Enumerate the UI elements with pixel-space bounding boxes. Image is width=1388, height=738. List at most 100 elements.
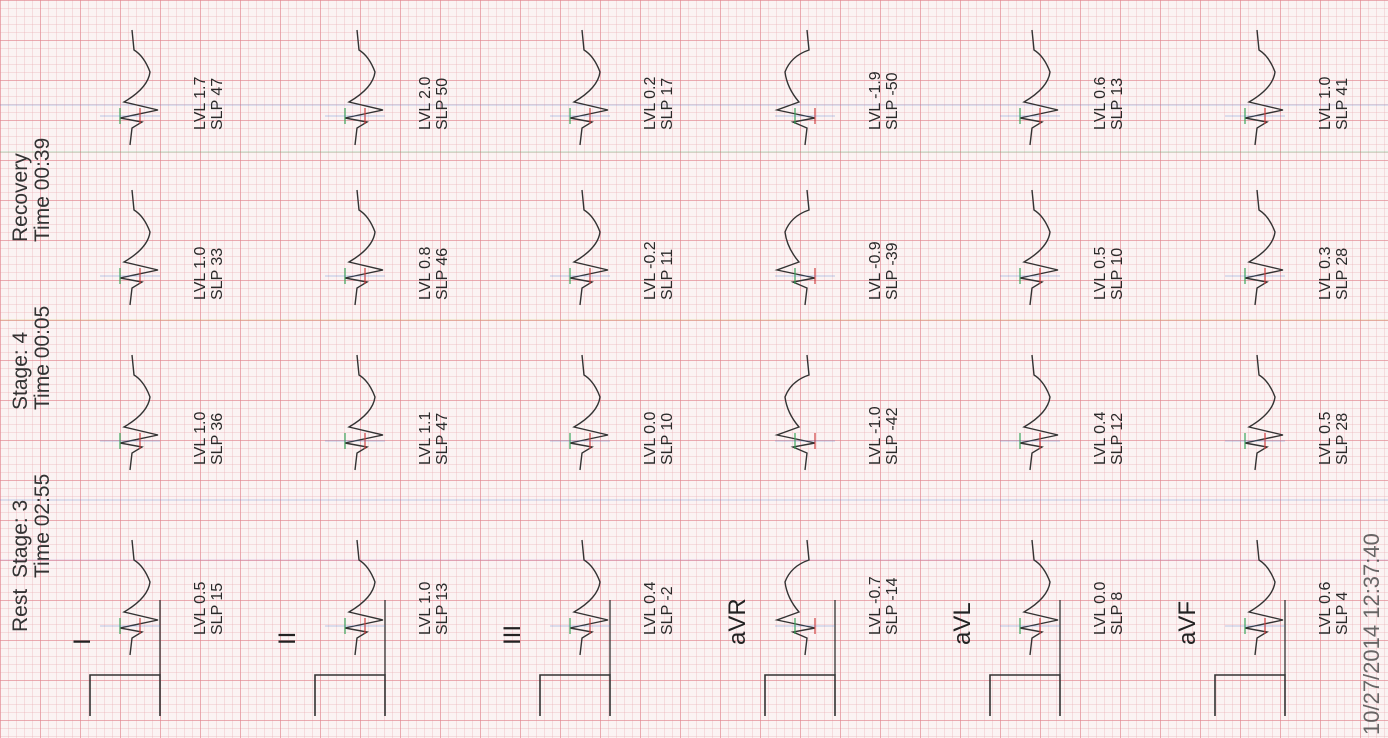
st-measurement-avf-0-line: SLP 4 [1333,591,1351,635]
st-measurement-ii-0: LVL 1.0 SLP 13 [417,581,452,635]
st-measurement-avr-1-line: SLP -42 [883,407,901,465]
st-measurement-iii-0-line: LVL 0.4 [642,581,659,635]
lead-label-ii: II [274,631,301,645]
ecg-beat-avl-1 [1019,354,1059,471]
st-measurement-i-0-line: LVL 0.5 [192,581,209,635]
st-measurement-ii-1-line: LVL 1.1 [417,411,434,465]
st-measurement-avr-2: LVL -0.9 SLP -39 [867,241,902,300]
st-measurement-avf-1-line: SLP 28 [1333,412,1351,465]
column-header-1-line: Stage: 3 [9,499,32,578]
column-header-1-line: Time 02:55 [31,473,55,578]
st-measurement-i-2: LVL 1.0 SLP 33 [192,246,227,300]
st-measurement-ii-3-line: SLP 50 [433,77,451,130]
st-measurement-i-2-line: LVL 1.0 [192,246,209,300]
st-measurement-iii-0-line: SLP -2 [658,586,676,635]
st-measurement-i-1: LVL 1.0 SLP 36 [192,411,227,465]
st-measurement-iii-1: LVL 0.0 SLP 10 [642,412,677,465]
st-measurement-iii-1-line: SLP 10 [658,412,676,465]
st-measurement-avl-2: LVL 0.5 SLP 10 [1092,246,1127,300]
st-measurement-avf-2: LVL 0.3 SLP 28 [1317,247,1352,300]
lead-label-iii: III [499,624,526,645]
column-header-0: Rest [9,588,32,632]
st-measurement-avf-3: LVL 1.0 SLP 41 [1317,76,1352,130]
st-measurement-avf-0: LVL 0.6 SLP 4 [1317,582,1352,635]
st-measurement-avr-3: LVL -1.9 SLP -50 [867,71,902,130]
ecg-beat-avr-0 [774,539,816,656]
column-header-2-line: Time 00:05 [31,305,55,410]
st-measurement-ii-1-line: SLP 47 [433,412,451,465]
st-measurement-i-0: LVL 0.5 SLP 15 [192,581,227,635]
st-measurement-ii-3: LVL 2.0 SLP 50 [417,76,452,130]
st-measurement-avl-0: LVL 0.0 SLP 8 [1092,581,1127,635]
st-measurement-avr-2-line: SLP -39 [883,242,901,300]
st-measurement-avf-2-line: SLP 28 [1333,247,1351,300]
ecg-beat-avl-3 [1019,29,1059,146]
st-measurement-i-3-line: LVL 1.7 [192,76,209,130]
st-measurement-ii-0-line: SLP 13 [433,582,451,635]
st-measurement-avl-0-line: LVL 0.0 [1092,581,1109,635]
ecg-beat-avr-3 [774,29,816,146]
st-measurement-ii-3-line: LVL 2.0 [417,76,434,130]
ecg-beat-ii-2 [344,189,384,306]
lead-label-iii-line: III [499,624,526,645]
st-measurement-avr-1: LVL -1.0 SLP -42 [867,406,902,465]
ecg-beat-iii-1 [569,354,609,471]
st-measurement-i-1-line: SLP 36 [208,412,226,465]
st-measurement-avl-3: LVL 0.6 SLP 13 [1092,76,1127,130]
st-measurement-ii-2-line: LVL 0.8 [417,246,434,300]
column-header-0-line: Rest [9,588,32,632]
st-measurement-iii-2-line: LVL -0.2 [642,241,659,300]
lead-label-ii-line: II [274,631,301,645]
st-measurement-avr-0-line: LVL -0.7 [867,576,884,635]
calibration-pulse [764,674,836,716]
ecg-beat-ii-1 [344,354,384,471]
st-measurement-avl-2-line: LVL 0.5 [1092,246,1109,300]
ecg-beat-iii-0 [569,539,609,656]
calibration-pulse [1214,674,1286,716]
calibration-pulse [539,674,611,716]
st-measurement-ii-0-line: LVL 1.0 [417,581,434,635]
ecg-beat-ii-3 [344,29,384,146]
st-measurement-i-1-line: LVL 1.0 [192,411,209,465]
ecg-beat-i-2 [119,189,159,306]
ecg-beat-iii-2 [569,189,609,306]
st-measurement-avf-3-line: LVL 1.0 [1317,76,1334,130]
calibration-pulse [89,674,161,716]
calibration-pulse [989,674,1061,716]
st-measurement-iii-3-line: SLP 17 [658,77,676,130]
st-measurement-avr-3-line: LVL -1.9 [867,71,884,130]
ecg-beat-avf-2 [1244,189,1284,306]
ecg-beat-avf-3 [1244,29,1284,146]
st-measurement-iii-0: LVL 0.4 SLP -2 [642,581,677,635]
calibration-pulse [314,674,386,716]
st-measurement-avf-1: LVL 0.5 SLP 28 [1317,412,1352,465]
ecg-beat-iii-3 [569,29,609,146]
st-measurement-avl-3-line: SLP 13 [1108,77,1126,130]
st-measurement-i-3-line: SLP 47 [208,77,226,130]
st-measurement-avf-3-line: SLP 41 [1333,77,1351,130]
ecg-beat-i-0 [119,539,159,656]
st-measurement-i-3: LVL 1.7 SLP 47 [192,76,227,130]
st-measurement-avr-0: LVL -0.7 SLP -14 [867,576,902,635]
column-header-2-line: Stage: 4 [9,331,32,410]
lead-label-avl: aVL [949,602,976,645]
lead-label-avf-line: aVF [1174,600,1201,645]
lead-label-avr-line: aVR [724,598,751,645]
column-header-3-line: Time 00:39 [31,137,55,242]
lead-label-i: I [69,638,96,645]
lead-label-i-line: I [69,638,96,645]
st-measurement-iii-2-line: SLP 11 [658,248,676,300]
ecg-beat-i-1 [119,354,159,471]
st-measurement-avl-1-line: LVL 0.4 [1092,411,1109,465]
ecg-beat-ii-0 [344,539,384,656]
st-measurement-i-0-line: SLP 15 [208,582,226,635]
lead-label-avf: aVF [1174,600,1201,645]
st-measurement-avr-2-line: LVL -0.9 [867,241,884,300]
st-measurement-avl-0-line: SLP 8 [1108,591,1126,635]
st-measurement-avl-3-line: LVL 0.6 [1092,76,1109,130]
column-header-3: Recovery Time 00:39 [9,137,55,242]
st-measurement-ii-2-line: SLP 46 [433,247,451,300]
ecg-beat-avr-2 [774,189,816,306]
st-measurement-avr-0-line: SLP -14 [883,577,901,635]
